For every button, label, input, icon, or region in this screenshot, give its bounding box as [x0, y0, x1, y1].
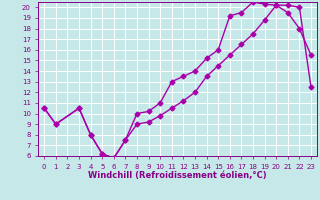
X-axis label: Windchill (Refroidissement éolien,°C): Windchill (Refroidissement éolien,°C)	[88, 171, 267, 180]
